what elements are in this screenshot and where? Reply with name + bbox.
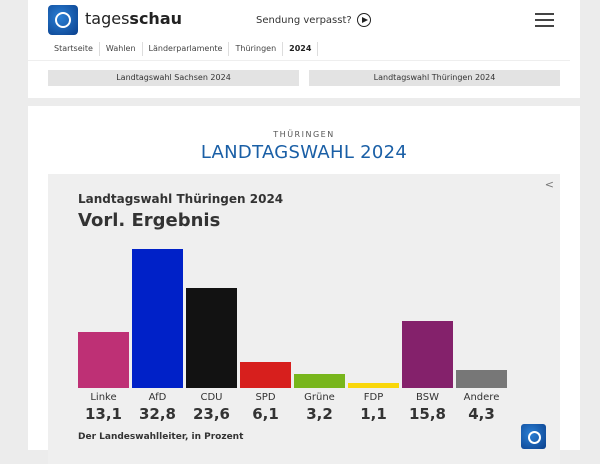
tagesschau-badge-icon <box>521 424 546 449</box>
breadcrumb-item[interactable]: Wahlen <box>100 42 143 56</box>
divider <box>28 60 570 61</box>
value-label: 23,6 <box>192 405 230 423</box>
bar-afd <box>132 248 183 388</box>
breadcrumb-item[interactable]: Startseite <box>48 42 100 56</box>
tagesschau-logo-icon[interactable] <box>48 5 78 35</box>
hamburger-menu-icon[interactable] <box>535 13 554 31</box>
chart-source: Der Landeswahlleiter, in Prozent <box>78 432 244 442</box>
kicker: THÜRINGEN <box>273 130 335 139</box>
missed-broadcast-link[interactable]: Sendung verpasst? <box>256 13 371 27</box>
election-chart: < Landtagswahl Thüringen 2024 Vorl. Erge… <box>48 174 560 464</box>
bar-grüne <box>294 374 345 388</box>
bar-cdu <box>186 287 237 388</box>
value-label: 15,8 <box>408 405 446 423</box>
party-label: AfD <box>148 392 167 403</box>
breadcrumb-item[interactable]: 2024 <box>283 42 319 56</box>
value-label: 13,1 <box>84 405 122 423</box>
bar-spd <box>240 362 291 388</box>
party-label: FDP <box>363 392 384 403</box>
breadcrumb: Startseite Wahlen Länderparlamente Thüri… <box>48 42 319 56</box>
value-label: 6,1 <box>252 405 279 423</box>
party-label: Linke <box>90 392 117 403</box>
value-label: 1,1 <box>360 405 387 423</box>
thueringen-button[interactable]: Landtagswahl Thüringen 2024 <box>309 70 560 86</box>
party-label: Andere <box>463 392 500 403</box>
page-title: LANDTAGSWAHL 2024 <box>200 142 408 163</box>
bar-bsw <box>402 321 453 388</box>
party-label: CDU <box>200 392 223 403</box>
value-label: 32,8 <box>138 405 176 423</box>
bar-andere <box>456 369 507 388</box>
breadcrumb-item[interactable]: Länderparlamente <box>143 42 230 56</box>
party-label: Grüne <box>304 392 335 403</box>
main-content: THÜRINGEN LANDTAGSWAHL 2024 < Landtagswa… <box>28 106 580 464</box>
play-icon <box>356 13 371 27</box>
site-header: tagesschau Sendung verpasst? Startseite … <box>28 0 580 98</box>
share-icon[interactable]: < <box>544 178 554 191</box>
party-label: SPD <box>255 392 276 403</box>
party-label: BSW <box>416 392 439 403</box>
value-label: 3,2 <box>306 405 333 423</box>
brand-name[interactable]: tagesschau <box>85 9 183 28</box>
breadcrumb-item[interactable]: Thüringen <box>229 42 284 56</box>
bar-linke <box>78 332 129 388</box>
sachsen-button[interactable]: Landtagswahl Sachsen 2024 <box>48 70 299 86</box>
chart-subtitle: Vorl. Ergebnis <box>78 210 221 231</box>
value-label: 4,3 <box>468 405 495 423</box>
chart-title: Landtagswahl Thüringen 2024 <box>78 192 284 206</box>
bar-fdp <box>348 383 399 388</box>
